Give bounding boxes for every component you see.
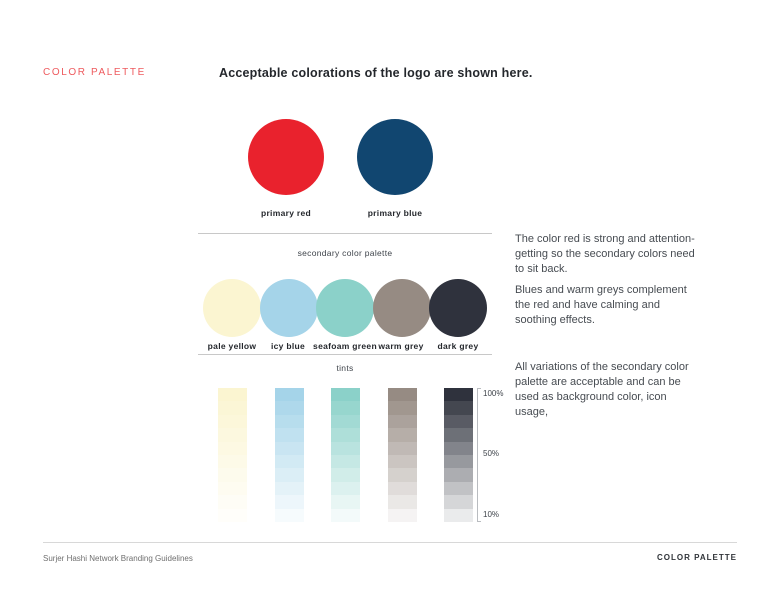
note-paragraph-3: All variations of the secondary color pa… — [515, 361, 689, 418]
tint-step-20 — [387, 495, 417, 509]
tint-step-80 — [218, 414, 247, 429]
note-paragraph-1: The color red is strong and attention-ge… — [515, 233, 695, 275]
tint-step-50 — [218, 454, 247, 469]
tint-step-70 — [274, 428, 304, 442]
swatch-label-dark-grey: dark grey — [437, 341, 479, 351]
tint-step-50 — [274, 454, 304, 469]
swatch-seafoam-green — [316, 279, 374, 337]
footer-section-label: COLOR PALETTE — [657, 553, 737, 562]
page-title: Acceptable colorations of the logo are s… — [219, 66, 533, 80]
tint-step-10 — [444, 508, 473, 522]
tint-column-seafoam-green — [331, 388, 360, 522]
tint-step-100 — [444, 388, 473, 402]
swatch-icy-blue — [259, 279, 318, 337]
swatch-pale-yellow — [203, 279, 261, 337]
tint-step-20 — [274, 495, 304, 509]
tint-column-icy-blue — [274, 388, 304, 522]
tint-step-50 — [387, 454, 417, 469]
scale-label-50: 50% — [483, 449, 500, 458]
footer-document-title: Surjer Hashi Network Branding Guidelines — [43, 554, 193, 563]
tint-step-10 — [387, 508, 417, 522]
tint-step-60 — [331, 441, 360, 455]
tint-step-100 — [218, 388, 247, 402]
divider-tints-top — [198, 354, 492, 355]
tint-step-50 — [331, 454, 360, 469]
tint-step-90 — [331, 401, 360, 415]
notes-block: The color red is strong and attention-ge… — [515, 232, 697, 334]
swatch-warm-grey — [372, 279, 431, 337]
tint-step-40 — [444, 468, 473, 482]
tint-step-80 — [387, 414, 417, 429]
tint-step-40 — [274, 468, 304, 482]
tint-step-70 — [218, 428, 247, 442]
swatch-label-pale-yellow: pale yellow — [207, 341, 257, 351]
tints-title: tints — [336, 363, 354, 373]
tint-step-20 — [444, 495, 473, 509]
notes-block-2: All variations of the secondary color pa… — [515, 360, 697, 426]
tint-step-80 — [274, 414, 304, 429]
scale-label-10: 10% — [483, 510, 500, 519]
swatch-label-primary-red: primary red — [260, 208, 312, 218]
secondary-palette-title: secondary color palette — [297, 248, 393, 258]
tint-column-dark-grey — [444, 388, 473, 522]
tint-step-30 — [274, 481, 304, 496]
note-paragraph-2: Blues and warm greys complement the red … — [515, 284, 687, 326]
tint-step-70 — [387, 428, 417, 442]
tint-step-40 — [387, 468, 417, 482]
tint-step-90 — [444, 401, 473, 415]
tint-step-30 — [218, 481, 247, 496]
tint-step-50 — [444, 454, 473, 469]
tint-step-100 — [387, 388, 417, 402]
divider-secondary-top — [198, 233, 492, 234]
swatch-label-icy-blue: icy blue — [270, 341, 306, 351]
tint-step-30 — [387, 481, 417, 496]
tint-step-60 — [444, 441, 473, 455]
tint-step-30 — [331, 481, 360, 496]
swatch-dark-grey — [429, 279, 487, 337]
tint-step-90 — [274, 401, 304, 415]
tint-step-30 — [444, 481, 473, 496]
tint-step-20 — [218, 495, 247, 509]
swatch-primary-red — [248, 119, 324, 195]
scale-label-100: 100% — [483, 389, 504, 398]
tint-step-90 — [387, 401, 417, 415]
tint-step-10 — [218, 508, 247, 522]
swatch-label-seafoam-green: seafoam green — [313, 341, 377, 351]
tint-step-10 — [331, 508, 360, 522]
tint-step-90 — [218, 401, 247, 415]
tint-step-80 — [444, 414, 473, 429]
swatch-label-warm-grey: warm grey — [378, 341, 424, 351]
tint-step-70 — [331, 428, 360, 442]
tint-step-40 — [331, 468, 360, 482]
tint-step-10 — [274, 508, 304, 522]
tint-step-60 — [218, 441, 247, 455]
tint-step-100 — [274, 388, 304, 402]
tint-step-60 — [387, 441, 417, 455]
tint-column-pale-yellow — [218, 388, 247, 522]
footer-divider — [43, 542, 737, 543]
tint-step-100 — [331, 388, 360, 402]
tint-column-warm-grey — [387, 388, 417, 522]
swatch-label-primary-blue: primary blue — [367, 208, 423, 218]
tint-step-60 — [274, 441, 304, 455]
tint-step-40 — [218, 468, 247, 482]
tint-step-70 — [444, 428, 473, 442]
tint-step-80 — [331, 414, 360, 429]
swatch-primary-blue — [357, 119, 433, 195]
section-label: COLOR PALETTE — [43, 67, 146, 78]
tint-scale-line — [477, 388, 481, 522]
tint-step-20 — [331, 495, 360, 509]
